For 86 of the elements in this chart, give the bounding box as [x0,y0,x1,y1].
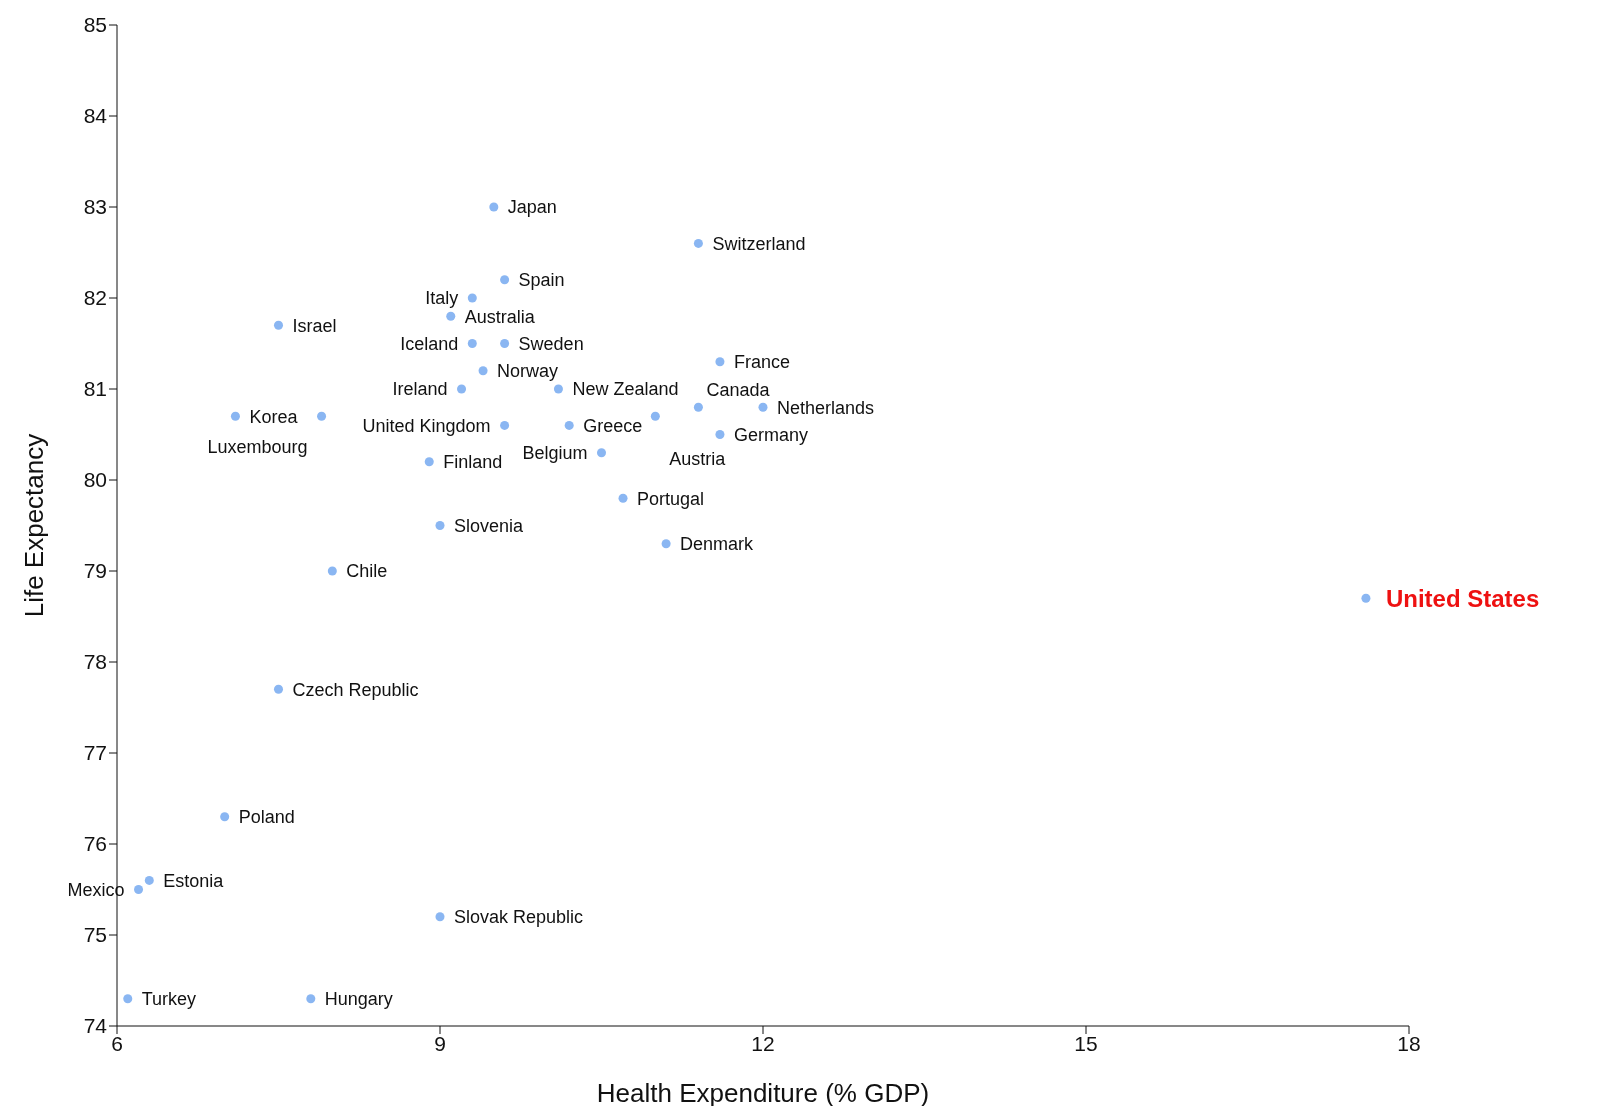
point [144,875,154,885]
point [661,539,671,549]
point [1361,593,1371,603]
y-tick-label: 82 [83,286,107,310]
data-label: Spain [518,270,565,291]
point [123,994,133,1004]
point [435,912,445,922]
point [500,420,510,430]
y-tick-label: 84 [83,104,108,128]
data-label: Canada [706,379,771,400]
data-label: Australia [464,306,536,327]
point [273,320,284,330]
point [693,402,703,412]
y-axis-title: Life Expectancy [19,433,50,618]
y-tick-label: 80 [83,468,107,492]
point [618,493,628,503]
data-label: Estonia [163,870,225,891]
y-tick-label: 77 [83,741,107,765]
point [327,566,337,576]
data-label: Finland [443,452,503,473]
point [467,293,477,303]
x-tick-label: 15 [1074,1031,1098,1055]
point [758,402,768,412]
data-label: Israel [292,315,337,336]
data-label: Korea [249,406,299,427]
point [273,684,284,694]
data-label: Slovenia [454,515,525,536]
data-label: Japan [507,197,557,218]
point [553,384,563,394]
data-label: Belgium [522,443,588,463]
y-tick-label: 81 [83,377,107,401]
annotation: United States [1385,584,1540,612]
data-label: Portugal [637,488,705,509]
point [715,357,725,367]
point [134,884,144,895]
data-label: France [733,352,790,372]
y-tick-label: 76 [83,832,107,856]
data-label: United Kingdom [362,415,491,436]
y-tick-label: 85 [83,13,107,37]
point [467,338,477,349]
point [564,420,574,430]
data-label: Austria [669,448,727,469]
data-label: Iceland [400,333,459,354]
data-label: Germany [733,424,808,445]
x-tick-label: 18 [1397,1031,1421,1055]
data-label: Greece [583,415,643,436]
x-tick-label: 6 [111,1031,123,1055]
data-label: Chile [346,561,388,582]
point [220,812,230,822]
point [306,994,316,1004]
y-tick-label: 78 [83,650,107,674]
x-tick-label: 9 [434,1031,446,1055]
point [478,366,488,376]
data-label: Sweden [518,333,584,354]
point [650,411,660,421]
point [424,457,434,467]
point [693,238,703,248]
data-label: Luxembourg [207,436,308,457]
y-tick-label: 83 [83,195,107,219]
point [317,411,327,421]
point [435,520,445,531]
data-label: Slovak Republic [454,907,584,928]
data-label: Czech Republic [292,679,419,700]
data-label: Norway [497,361,559,382]
point [446,311,456,321]
point [230,411,240,421]
data-label: Hungary [324,989,393,1009]
data-label: Poland [238,807,295,827]
data-label: Netherlands [777,397,875,418]
point [715,429,725,440]
data-label: Ireland [392,379,448,400]
point [457,384,467,394]
point [500,338,510,349]
x-tick-label: 12 [751,1031,775,1055]
y-tick-label: 79 [83,559,107,583]
point [500,275,510,285]
point [489,202,499,212]
data-label: Italy [425,288,459,309]
data-label: Turkey [141,989,197,1009]
point [596,448,607,458]
y-tick-label: 75 [83,923,107,947]
data-label: Switzerland [712,233,806,254]
data-label: Denmark [680,534,755,554]
y-tick-label: 74 [83,1014,108,1038]
data-label: New Zealand [572,379,679,400]
data-label: Mexico [67,879,125,900]
